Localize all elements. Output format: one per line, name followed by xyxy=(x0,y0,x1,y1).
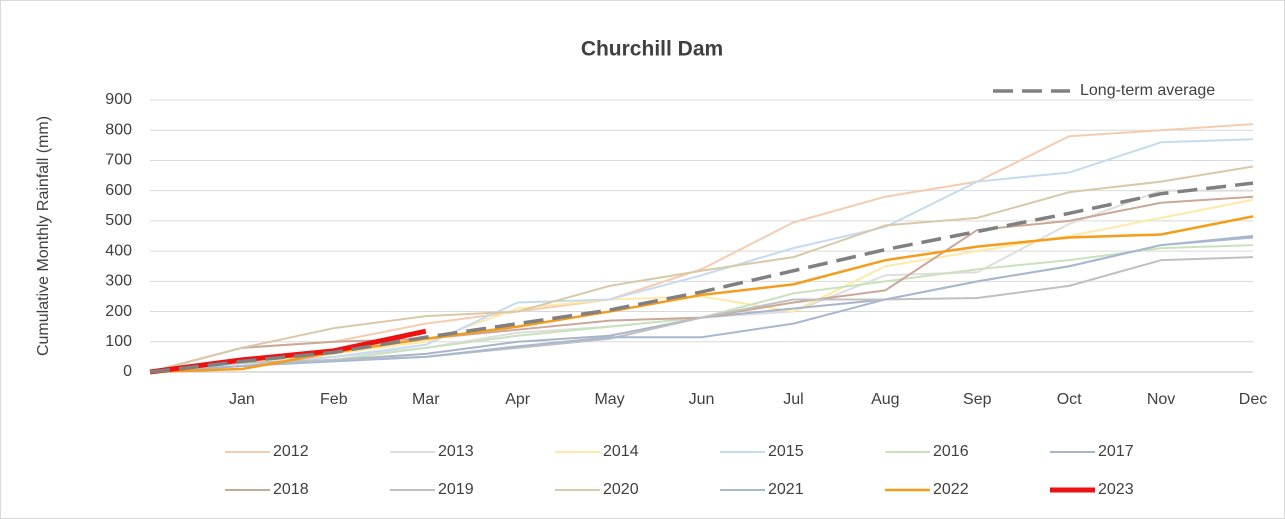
y-axis-label: Cumulative Monthly Rainfall (mm) xyxy=(35,116,52,356)
y-tick-label: 300 xyxy=(105,273,132,290)
y-tick-label: 700 xyxy=(105,152,132,169)
x-tick-label: Aug xyxy=(871,391,899,408)
chart-title: Churchill Dam xyxy=(581,38,723,61)
legend-label: 2022 xyxy=(933,481,969,498)
x-tick-label: Oct xyxy=(1057,391,1082,408)
y-tick-label: 0 xyxy=(123,363,132,380)
series-line xyxy=(149,256,1254,373)
x-tick-label: Dec xyxy=(1239,391,1267,408)
legend-label: 2018 xyxy=(273,481,309,498)
x-tick-label: Sep xyxy=(963,391,992,408)
y-tick-label: 600 xyxy=(105,182,132,199)
legend-label: 2015 xyxy=(768,443,804,460)
legend-label: 2016 xyxy=(933,443,969,460)
x-tick-label: Apr xyxy=(505,391,531,408)
series-line xyxy=(149,138,1254,373)
y-tick-label: 400 xyxy=(105,242,132,259)
x-tick-label: Jun xyxy=(689,391,715,408)
series-line xyxy=(149,165,1254,373)
y-tick-label: 200 xyxy=(105,303,132,320)
series-line xyxy=(149,181,1254,374)
legend-label: Long-term average xyxy=(1080,82,1215,99)
y-tick-label: 900 xyxy=(105,91,132,108)
legend-label: 2017 xyxy=(1098,443,1134,460)
x-tick-label: Jan xyxy=(229,391,255,408)
y-tick-label: 100 xyxy=(105,333,132,350)
x-tick-label: Feb xyxy=(320,391,348,408)
series-line xyxy=(149,236,1254,373)
y-tick-label: 500 xyxy=(105,212,132,229)
x-tick-label: Mar xyxy=(412,391,440,408)
legend-label: 2012 xyxy=(273,443,309,460)
x-tick-label: May xyxy=(594,391,624,408)
legend-label: 2013 xyxy=(438,443,474,460)
x-tick-label: Nov xyxy=(1147,391,1175,408)
y-tick-label: 800 xyxy=(105,121,132,138)
x-tick-label: Jul xyxy=(783,391,803,408)
legend-label: 2023 xyxy=(1098,481,1134,498)
legend-label: 2021 xyxy=(768,481,804,498)
legend-label: 2014 xyxy=(603,443,639,460)
legend-label: 2019 xyxy=(438,481,474,498)
legend-label: 2020 xyxy=(603,481,639,498)
